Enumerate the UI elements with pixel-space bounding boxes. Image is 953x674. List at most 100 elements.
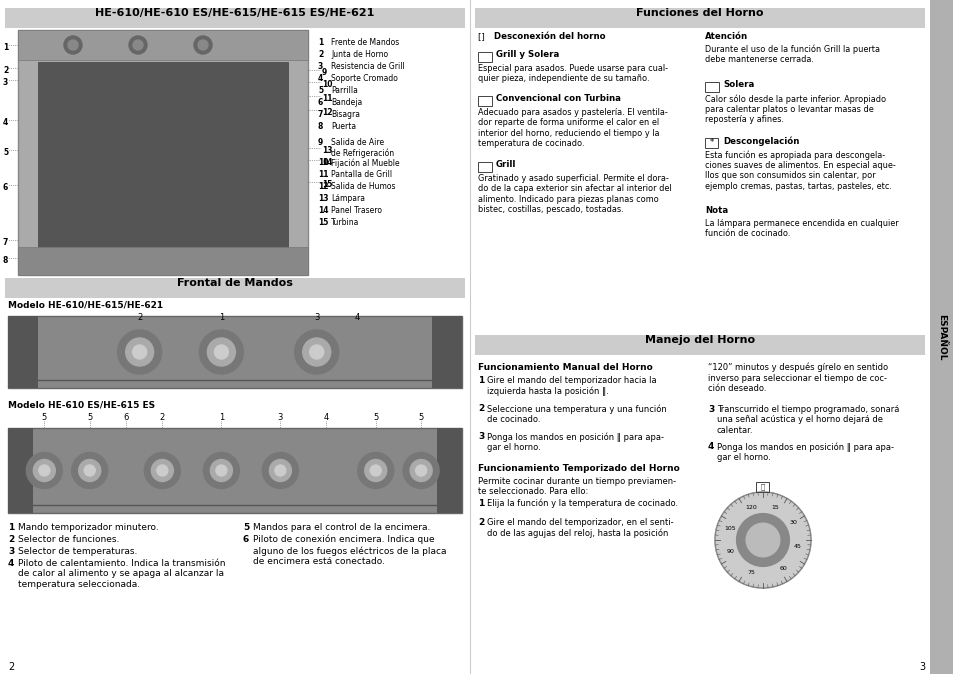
Text: 3: 3 xyxy=(477,432,484,441)
Bar xyxy=(8,428,461,513)
Text: 60: 60 xyxy=(779,566,786,571)
Text: 2: 2 xyxy=(8,662,14,672)
Text: 7: 7 xyxy=(3,238,9,247)
Text: 4: 4 xyxy=(8,559,14,568)
Text: Gire el mando del temporizador, en el senti-
do de las agujas del reloj, hasta l: Gire el mando del temporizador, en el se… xyxy=(486,518,673,538)
Text: Solera: Solera xyxy=(722,80,754,89)
Text: 15: 15 xyxy=(770,505,778,510)
Text: Frontal de Mandos: Frontal de Mandos xyxy=(177,278,293,288)
Bar xyxy=(475,335,924,355)
Text: 8: 8 xyxy=(317,122,323,131)
Text: Piloto de calentamiento. Indica la transmisión
de calor al alimento y se apaga a: Piloto de calentamiento. Indica la trans… xyxy=(18,559,225,589)
Text: Junta de Horno: Junta de Horno xyxy=(331,50,388,59)
Text: 45: 45 xyxy=(793,543,801,549)
Text: 1: 1 xyxy=(218,313,224,322)
Text: 5: 5 xyxy=(42,413,47,422)
Text: ESPAÑOL: ESPAÑOL xyxy=(937,314,945,360)
Text: 14: 14 xyxy=(322,158,333,167)
Text: 120: 120 xyxy=(744,505,756,510)
Text: Modelo HE-610/HE-615/HE-621: Modelo HE-610/HE-615/HE-621 xyxy=(8,300,163,309)
Circle shape xyxy=(129,36,147,54)
Bar xyxy=(477,162,492,172)
Text: Esta función es apropiada para descongela-
ciones suaves de alimentos. En especi: Esta función es apropiada para descongel… xyxy=(704,150,895,191)
Bar xyxy=(8,316,38,388)
Bar xyxy=(755,482,768,492)
Text: 8: 8 xyxy=(3,256,9,265)
Text: 5: 5 xyxy=(373,413,378,422)
Circle shape xyxy=(302,338,331,366)
Text: 4: 4 xyxy=(3,118,9,127)
Text: Ponga los mandos en posición ‖ para apa-
gar el horno.: Ponga los mandos en posición ‖ para apa-… xyxy=(486,432,663,452)
Text: HE-610/HE-610 ES/HE-615/HE-615 ES/HE-621: HE-610/HE-610 ES/HE-615/HE-615 ES/HE-621 xyxy=(95,8,375,18)
Text: 3: 3 xyxy=(918,662,924,672)
Text: 9: 9 xyxy=(317,138,323,147)
Circle shape xyxy=(294,330,338,374)
Text: 1: 1 xyxy=(8,523,14,532)
Text: Piloto de conexión encimera. Indica que
alguno de los fuegos eléctricos de la pl: Piloto de conexión encimera. Indica que … xyxy=(253,535,446,566)
Bar xyxy=(8,428,33,513)
Text: 1: 1 xyxy=(317,38,323,47)
Circle shape xyxy=(736,514,788,566)
Circle shape xyxy=(199,330,243,374)
Bar xyxy=(475,8,924,28)
Text: Ponga los mandos en posición ‖ para apa-
gar el horno.: Ponga los mandos en posición ‖ para apa-… xyxy=(717,442,893,462)
Text: 10: 10 xyxy=(317,158,328,167)
Bar xyxy=(704,138,718,148)
Text: Grill: Grill xyxy=(496,160,516,169)
Text: Fijación al Mueble: Fijación al Mueble xyxy=(331,158,399,168)
Circle shape xyxy=(132,40,143,50)
Circle shape xyxy=(269,460,291,481)
Text: ⏻: ⏻ xyxy=(760,484,764,490)
Text: 5: 5 xyxy=(3,148,9,157)
Text: 75: 75 xyxy=(746,570,754,576)
Text: Seleccione una temperatura y una función
de cocinado.: Seleccione una temperatura y una función… xyxy=(486,404,666,424)
Text: 6: 6 xyxy=(317,98,323,107)
Text: Funcionamiento Manual del Horno: Funcionamiento Manual del Horno xyxy=(477,363,652,372)
Text: 15: 15 xyxy=(322,180,332,189)
Circle shape xyxy=(364,460,386,481)
Text: Descongelación: Descongelación xyxy=(722,136,799,146)
Bar xyxy=(477,52,492,62)
Text: 13: 13 xyxy=(317,194,328,203)
Circle shape xyxy=(27,452,62,489)
Text: “120” minutos y después gírelo en sentido
inverso para seleccionar el tiempo de : “120” minutos y después gírelo en sentid… xyxy=(707,363,887,394)
Text: Adecuado para asados y pastelería. El ventila-
dor reparte de forma uniforme el : Adecuado para asados y pastelería. El ve… xyxy=(477,108,667,148)
Circle shape xyxy=(84,465,95,476)
Text: 3: 3 xyxy=(3,78,9,87)
Text: 13: 13 xyxy=(322,146,333,155)
Text: 5: 5 xyxy=(243,523,249,532)
Bar xyxy=(18,30,308,275)
Text: 2: 2 xyxy=(477,518,484,527)
Text: Mando temporizador minutero.: Mando temporizador minutero. xyxy=(18,523,158,532)
Text: 12: 12 xyxy=(322,108,333,117)
Text: Atención: Atención xyxy=(704,32,747,41)
Text: 4: 4 xyxy=(317,74,323,83)
Circle shape xyxy=(214,345,228,359)
Text: La lámpara permanece encendida en cualquier
función de cocinado.: La lámpara permanece encendida en cualqu… xyxy=(704,219,898,239)
Text: Selector de temperaturas.: Selector de temperaturas. xyxy=(18,547,137,556)
Text: 5: 5 xyxy=(87,413,92,422)
Text: Convencional con Turbina: Convencional con Turbina xyxy=(496,94,620,103)
Text: Nota: Nota xyxy=(704,206,727,215)
Text: 10: 10 xyxy=(322,80,333,89)
Text: Selector de funciones.: Selector de funciones. xyxy=(18,535,119,544)
Circle shape xyxy=(156,465,168,476)
Text: 6: 6 xyxy=(3,183,9,192)
Text: Funcionamiento Temporizado del Horno: Funcionamiento Temporizado del Horno xyxy=(477,464,679,473)
Text: Calor sólo desde la parte inferior. Apropiado
para calentar platos o levantar ma: Calor sólo desde la parte inferior. Apro… xyxy=(704,94,885,124)
Text: Elija la función y la temperatura de cocinado.: Elija la función y la temperatura de coc… xyxy=(486,499,678,508)
Bar xyxy=(18,247,308,275)
Text: Grill y Solera: Grill y Solera xyxy=(496,50,558,59)
Text: *: * xyxy=(709,138,713,148)
Text: 4: 4 xyxy=(323,413,328,422)
Circle shape xyxy=(357,452,394,489)
Text: Soporte Cromado: Soporte Cromado xyxy=(331,74,397,83)
Text: 4: 4 xyxy=(707,442,714,451)
Text: Puerta: Puerta xyxy=(331,122,355,131)
Bar xyxy=(5,8,464,28)
Bar xyxy=(436,428,461,513)
Text: 3: 3 xyxy=(314,313,319,322)
Bar xyxy=(38,62,288,247)
Text: 2: 2 xyxy=(317,50,323,59)
Text: 12: 12 xyxy=(317,182,328,191)
